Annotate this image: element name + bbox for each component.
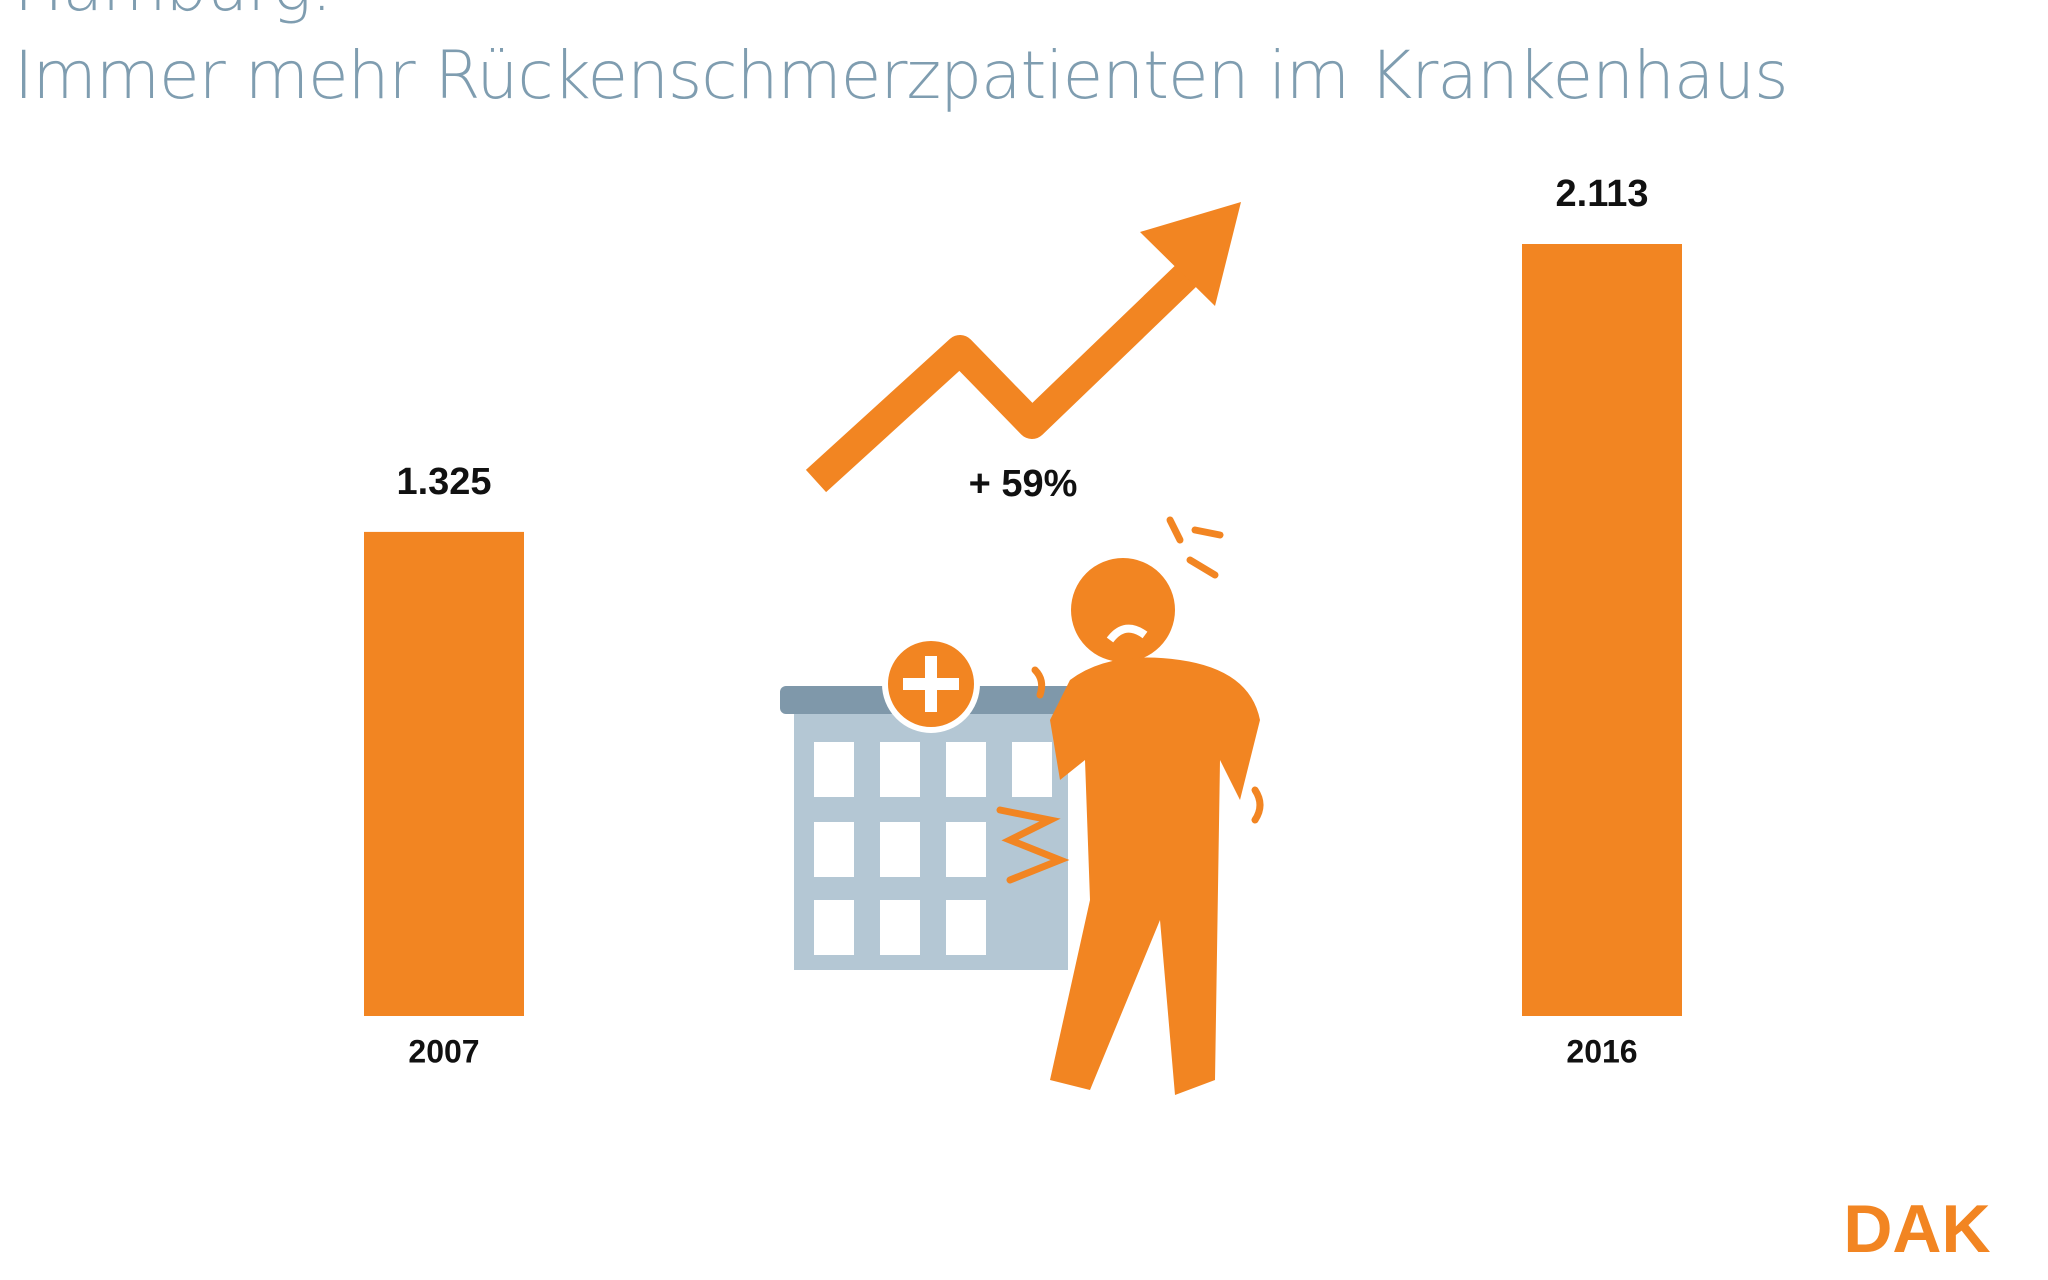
chart-title: Immer mehr Rückenschmerzpatienten im Kra…: [14, 37, 1787, 114]
trend-arrow: [805, 202, 1241, 493]
person-icon: [996, 516, 1264, 1095]
bar: [364, 531, 524, 1016]
value-label: 1.325: [396, 461, 491, 503]
value-label: 2.113: [1556, 173, 1649, 215]
logo: DAK: [1843, 1191, 1990, 1267]
x-tick-label: 2016: [1566, 1033, 1637, 1069]
chart-supertitle: Hamburg:: [14, 0, 332, 26]
change-annotation: + 59%: [969, 463, 1078, 505]
x-tick-label: 2007: [408, 1033, 479, 1069]
hospital-icon: [780, 635, 1080, 970]
bar: [1522, 244, 1682, 1016]
